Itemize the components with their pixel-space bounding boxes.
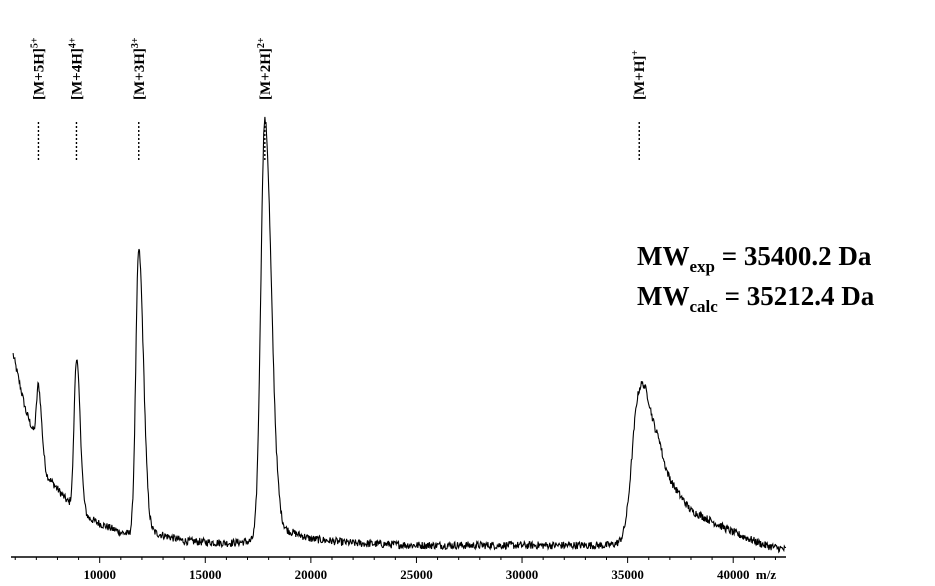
peak-label: [M+2H]2+ [256, 37, 274, 100]
peak-label: [M+5H]5+ [29, 37, 47, 100]
peak-label: [M+4H]4+ [67, 37, 85, 100]
x-tick-label: 10000 [83, 567, 116, 582]
x-tick-label: 15000 [189, 567, 222, 582]
peak-label: [M+3H]3+ [130, 37, 148, 100]
mw-calculated-label: MWcalc = 35212.4 Da [637, 281, 875, 316]
x-tick-label: 25000 [400, 567, 433, 582]
x-tick-label: 20000 [295, 567, 328, 582]
x-axis-label: m/z [756, 567, 776, 582]
mw-experimental-label: MWexp = 35400.2 Da [637, 241, 872, 276]
peak-annotations: [M+5H]5+ [M+4H]4+ [M+3H]3+ [M+2H]2+ [M+H]+ [29, 37, 648, 162]
x-tick-label: 30000 [506, 567, 539, 582]
spectrum-series [12, 116, 787, 554]
spectrum-line [12, 116, 787, 554]
peak-label: [M+H]+ [630, 50, 648, 100]
x-tick-label: 40000 [717, 567, 750, 582]
x-tick-label: 35000 [611, 567, 644, 582]
x-axis: 10000 15000 20000 25000 30000 35000 40000 [11, 556, 786, 582]
